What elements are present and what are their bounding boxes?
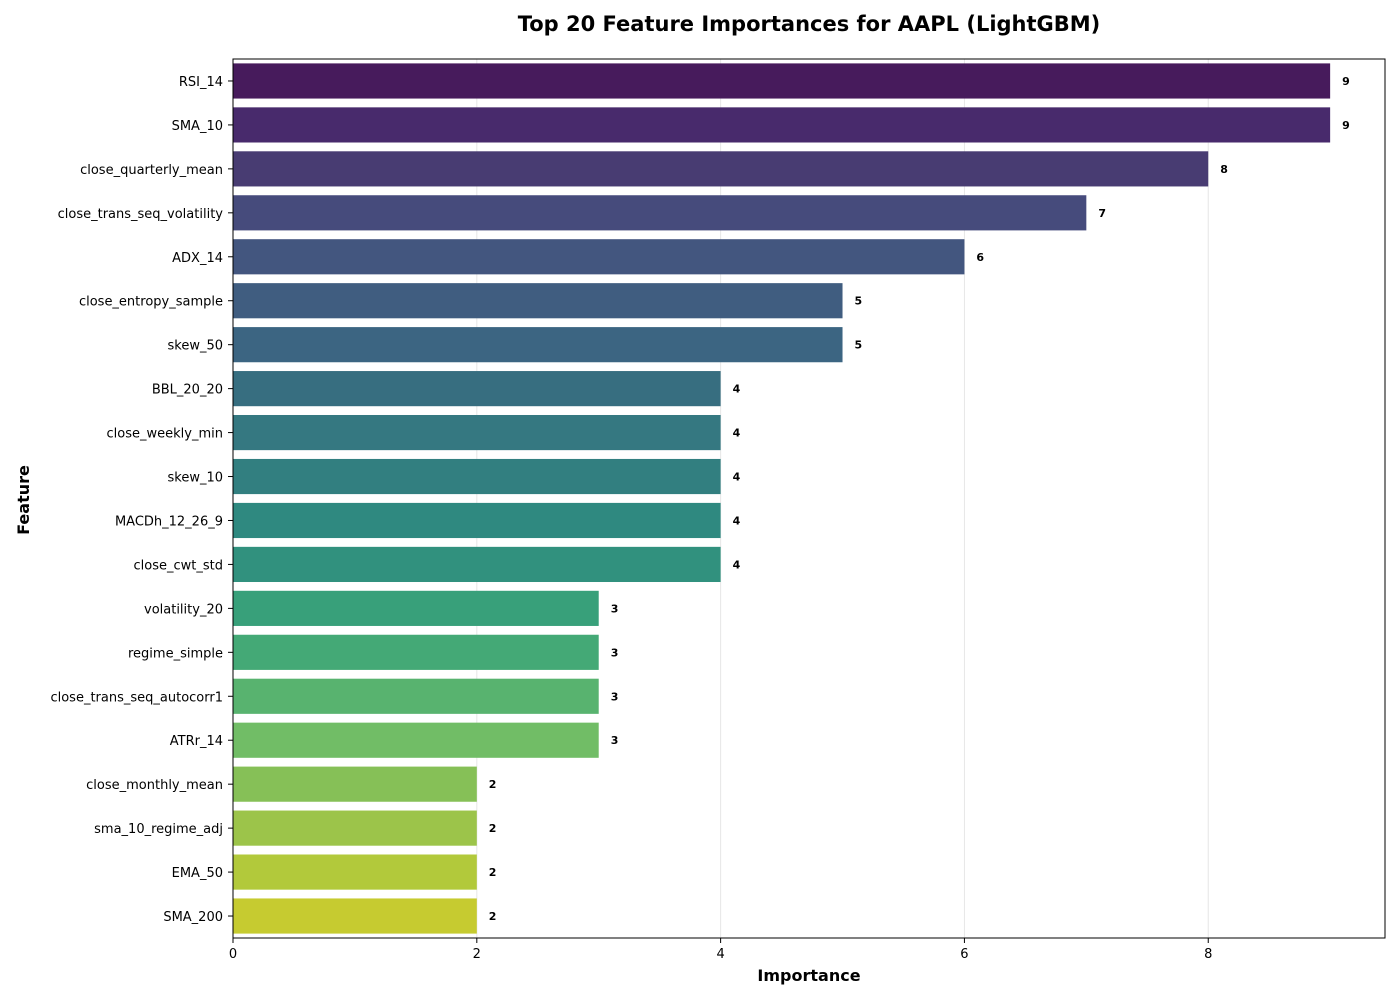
y-tick-label-close_cwt_std: close_cwt_std — [134, 558, 223, 573]
bar-MACDh_12_26_9 — [233, 502, 721, 539]
y-tick-label-sma_10_regime_adj: sma_10_regime_adj — [94, 822, 223, 837]
bar-volatility_20 — [233, 590, 599, 626]
data-labels: 9 9 8 7 6 5 5 4 4 4 4 4 3 3 3 3 2 2 2 2 — [489, 75, 1350, 923]
y-tick-label-close_quarterly_mean: close_quarterly_mean — [80, 163, 223, 178]
data-label-skew_10: 4 — [733, 471, 741, 484]
x-tick-label-4: 8 — [1204, 947, 1212, 962]
y-tick-label-ADX_14: ADX_14 — [172, 251, 223, 266]
bar-skew_10 — [233, 458, 721, 495]
y-tick-label-SMA_200: SMA_200 — [163, 910, 223, 925]
y-tick-label-SMA_10: SMA_10 — [172, 119, 223, 134]
bars — [233, 63, 1331, 934]
bar-sma_10_regime_adj — [233, 810, 477, 846]
bar-regime_simple — [233, 634, 599, 670]
y-tick-label-close_trans_seq_volatility: close_trans_seq_volatility — [58, 207, 224, 222]
y-tick-label-close_weekly_min: close_weekly_min — [107, 427, 223, 442]
bar-close_cwt_std — [233, 546, 721, 583]
y-tick-label-MACDh_12_26_9: MACDh_12_26_9 — [115, 514, 223, 529]
data-label-skew_50: 5 — [855, 339, 863, 352]
y-tick-label-skew_10: skew_10 — [167, 471, 223, 486]
y-tick-label-regime_simple: regime_simple — [128, 646, 223, 661]
data-label-SMA_10: 9 — [1342, 119, 1350, 132]
bar-close_monthly_mean — [233, 766, 477, 802]
bar-ADX_14 — [233, 239, 965, 275]
x-tick-label-3: 6 — [960, 947, 968, 962]
y-tick-label-volatility_20: volatility_20 — [144, 602, 223, 617]
y-tick-label-BBL_20_20: BBL_20_20 — [152, 383, 223, 398]
plot-frame — [232, 58, 1386, 939]
data-label-close_trans_seq_volatility: 7 — [1098, 207, 1106, 220]
data-label-MACDh_12_26_9: 4 — [733, 514, 741, 527]
bar-SMA_200 — [233, 898, 477, 934]
bar-SMA_10 — [233, 107, 1331, 143]
bar-skew_50 — [233, 327, 843, 363]
y-axis-label: Feature — [14, 465, 33, 535]
data-label-SMA_200: 2 — [489, 910, 497, 923]
data-label-regime_simple: 3 — [611, 646, 619, 659]
data-label-BBL_20_20: 4 — [733, 383, 741, 396]
x-tick-label-1: 2 — [473, 947, 481, 962]
data-label-close_weekly_min: 4 — [733, 427, 741, 440]
x-axis-label: Importance — [757, 966, 860, 985]
data-label-RSI_14: 9 — [1342, 75, 1350, 88]
data-label-close_entropy_sample: 5 — [855, 295, 863, 308]
y-tick-label-close_monthly_mean: close_monthly_mean — [86, 778, 223, 793]
data-label-ATRr_14: 3 — [611, 734, 619, 747]
bar-EMA_50 — [233, 854, 477, 890]
data-label-ADX_14: 6 — [976, 251, 984, 264]
bar-ATRr_14 — [233, 722, 599, 758]
bar-BBL_20_20 — [233, 371, 721, 407]
x-tick-label-0: 0 — [229, 947, 237, 962]
y-axis-ticks: RSI_14 SMA_10 close_quarterly_mean close_tr… — [50, 75, 233, 925]
bar-close_weekly_min — [233, 414, 721, 451]
data-label-close_quarterly_mean: 8 — [1220, 163, 1228, 176]
y-tick-label-EMA_50: EMA_50 — [172, 866, 223, 881]
bar-close_trans_seq_autocorr1 — [233, 678, 599, 714]
bar-close_trans_seq_volatility — [233, 195, 1087, 231]
data-label-close_trans_seq_autocorr1: 3 — [611, 690, 619, 703]
data-label-EMA_50: 2 — [489, 866, 497, 879]
chart-title: Top 20 Feature Importances for AAPL (Lig… — [518, 12, 1101, 36]
bar-close_quarterly_mean — [233, 151, 1209, 187]
bar-close_entropy_sample — [233, 283, 843, 319]
data-label-close_monthly_mean: 2 — [489, 778, 497, 791]
bar-RSI_14 — [233, 63, 1331, 99]
y-tick-label-close_trans_seq_autocorr1: close_trans_seq_autocorr1 — [50, 690, 223, 705]
data-label-sma_10_regime_adj: 2 — [489, 822, 497, 835]
x-axis-ticks: 0 2 4 6 8 — [229, 938, 1212, 962]
data-label-volatility_20: 3 — [611, 602, 619, 615]
x-tick-label-2: 4 — [716, 947, 724, 962]
y-tick-label-close_entropy_sample: close_entropy_sample — [79, 295, 223, 310]
y-tick-label-RSI_14: RSI_14 — [179, 75, 223, 90]
y-tick-label-skew_50: skew_50 — [167, 339, 223, 354]
y-tick-label-ATRr_14: ATRr_14 — [170, 734, 223, 749]
data-label-close_cwt_std: 4 — [733, 558, 741, 571]
